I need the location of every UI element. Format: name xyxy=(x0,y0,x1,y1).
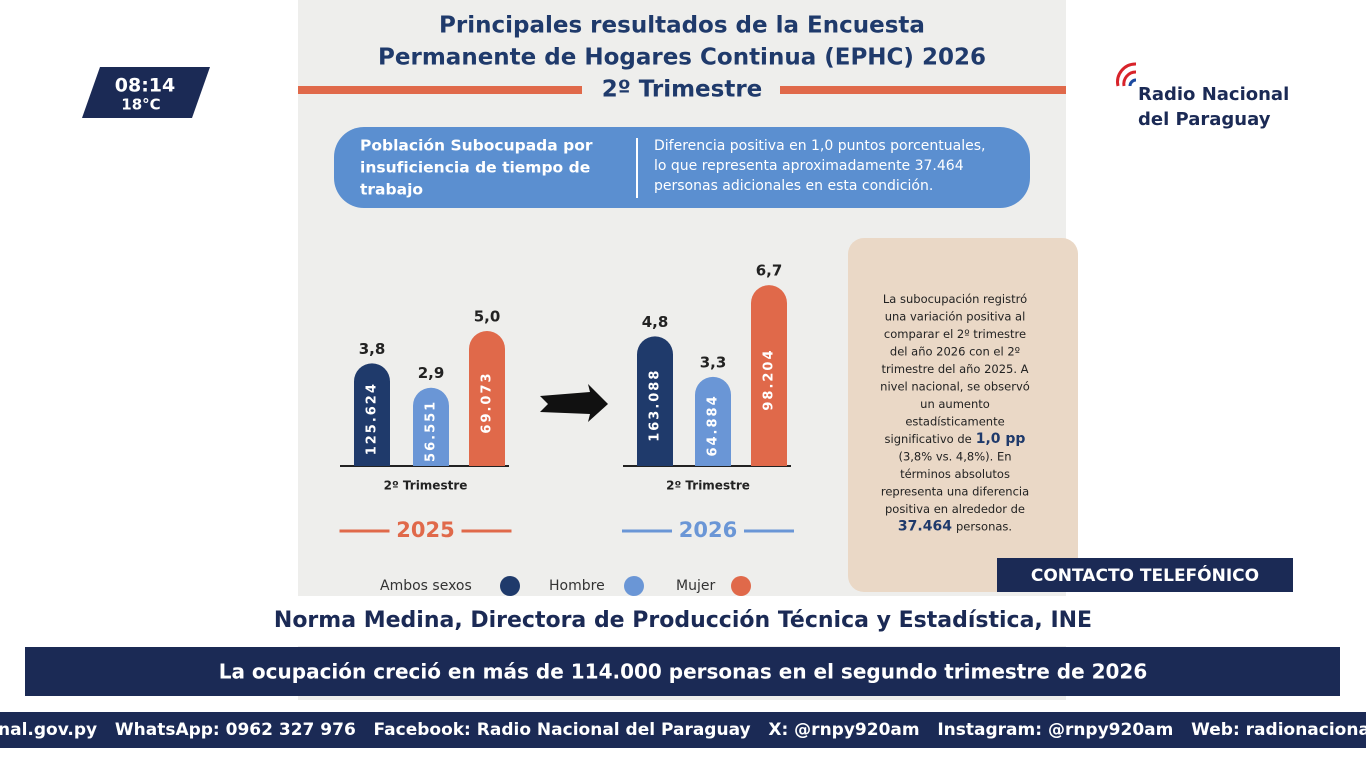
arrow xyxy=(540,384,608,422)
banner-text: personas adicionales en esta condición. xyxy=(654,178,933,194)
value-label: 3,8 xyxy=(359,340,386,358)
bar-chart: 3,8 125.624 2,9 56.551 5,0 69.073 2º Trimestre… xyxy=(339,262,794,542)
logo-icon xyxy=(1116,62,1137,87)
note-segment: 37.464 xyxy=(898,519,952,535)
bar xyxy=(469,331,505,466)
bar xyxy=(413,387,449,466)
note-segment: (3,8% vs. 4,8%). En xyxy=(898,449,1011,463)
note-segment: personas. xyxy=(956,519,1012,533)
legend-label: Ambos sexos xyxy=(380,578,472,594)
bar-inner-label: 163.088 xyxy=(648,369,663,442)
legend-label: Mujer xyxy=(676,578,715,594)
banner-text: Diferencia positiva en 1,0 puntos porcen… xyxy=(654,138,985,154)
title-line: Permanente de Hogares Continua (EPHC) 20… xyxy=(378,45,986,71)
note-segment: una variación positiva al xyxy=(885,309,1026,323)
note-segment: significativo de xyxy=(885,432,972,446)
year-label: 2025 xyxy=(396,518,454,542)
note-box xyxy=(848,238,1078,592)
bar-inner-label: 98.204 xyxy=(762,348,777,410)
note-line: estadísticamente xyxy=(905,414,1004,428)
bar xyxy=(637,336,673,466)
legend: Ambos sexos Hombre Mujer xyxy=(380,576,751,596)
banner-label: trabajo xyxy=(360,181,423,199)
note-line: nivel nacional, se observó xyxy=(880,379,1030,393)
note-line: representa una diferencia xyxy=(881,484,1029,498)
note: La subocupación registró una variación po… xyxy=(880,292,1030,535)
note-line: términos absolutos xyxy=(900,467,1010,481)
bar-inner-label: 64.884 xyxy=(706,394,721,456)
legend-swatch xyxy=(731,576,751,596)
value-label: 4,8 xyxy=(642,313,669,331)
logo-text: Radio Nacional xyxy=(1138,84,1289,105)
note-line: una variación positiva al xyxy=(885,309,1026,323)
speaker: Norma Medina, Directora de Producción Té… xyxy=(274,608,1092,633)
ticker: nal.gov.py WhatsApp: 0962 327 976 Facebo… xyxy=(0,720,1366,740)
logo-text: del Paraguay xyxy=(1138,109,1271,130)
bar xyxy=(695,376,731,466)
bar-inner-label: 56.551 xyxy=(424,400,439,462)
legend-swatch xyxy=(624,576,644,596)
title-line: Principales resultados de la Encuesta xyxy=(439,13,925,39)
note-segment: representa una diferencia xyxy=(881,484,1029,498)
note-line: (3,8% vs. 4,8%). En xyxy=(898,449,1011,463)
value-label: 2,9 xyxy=(418,364,445,382)
ticker-bar xyxy=(0,712,1366,748)
note-segment: estadísticamente xyxy=(905,414,1004,428)
banner-text: lo que representa aproximadamente 37.464 xyxy=(654,158,964,174)
note-segment: nivel nacional, se observó xyxy=(880,379,1030,393)
bar xyxy=(354,363,390,466)
note-segment: un aumento xyxy=(920,397,990,411)
banner-label: Población Subocupada por xyxy=(360,137,593,155)
note-line: del año 2026 con el 2º xyxy=(890,344,1020,358)
note-segment: trimestre del año 2025. A xyxy=(881,362,1028,376)
note-line: significativo de 1,0 pp xyxy=(885,431,1026,447)
clock-box xyxy=(82,67,210,118)
speaker-bar xyxy=(0,596,1366,646)
axis-label: 2º Trimestre xyxy=(666,479,750,493)
note-line: comparar el 2º trimestre xyxy=(884,327,1026,341)
note-segment: comparar el 2º trimestre xyxy=(884,327,1026,341)
note-segment: 1,0 pp xyxy=(976,431,1026,447)
note-line: un aumento xyxy=(920,397,990,411)
banner xyxy=(334,127,1030,208)
value-label: 5,0 xyxy=(474,308,501,326)
legend-swatch xyxy=(500,576,520,596)
title-line: 2º Trimestre xyxy=(602,77,763,103)
note-segment: La subocupación registró xyxy=(883,292,1027,306)
note-segment: términos absolutos xyxy=(900,467,1010,481)
banner-label: insuficiencia de tiempo de xyxy=(360,159,590,177)
bar-inner-label: 69.073 xyxy=(480,371,495,433)
legend-label: Hombre xyxy=(549,578,605,594)
value-label: 6,7 xyxy=(756,262,783,280)
value-label: 3,3 xyxy=(700,353,727,371)
note-line: La subocupación registró xyxy=(883,292,1027,306)
contact-box xyxy=(997,558,1293,592)
note-segment: del año 2026 con el 2º xyxy=(890,344,1020,358)
bar xyxy=(751,285,787,466)
clock-time: 08:14 xyxy=(115,75,175,97)
headline: La ocupación creció en más de 114.000 pe… xyxy=(219,660,1148,684)
note-segment: positiva en alrededor de xyxy=(885,502,1025,516)
headline-bar xyxy=(25,647,1340,696)
year-label: 2026 xyxy=(679,518,737,542)
note-line: trimestre del año 2025. A xyxy=(881,362,1028,376)
bar-inner-label: 125.624 xyxy=(365,382,380,455)
contact-label: CONTACTO TELEFÓNICO xyxy=(1031,564,1259,586)
clock-temp: 18°C xyxy=(121,96,160,114)
note-line: positiva en alrededor de xyxy=(885,502,1025,516)
note-line: 37.464 personas. xyxy=(898,519,1012,535)
axis-label: 2º Trimestre xyxy=(384,479,468,493)
